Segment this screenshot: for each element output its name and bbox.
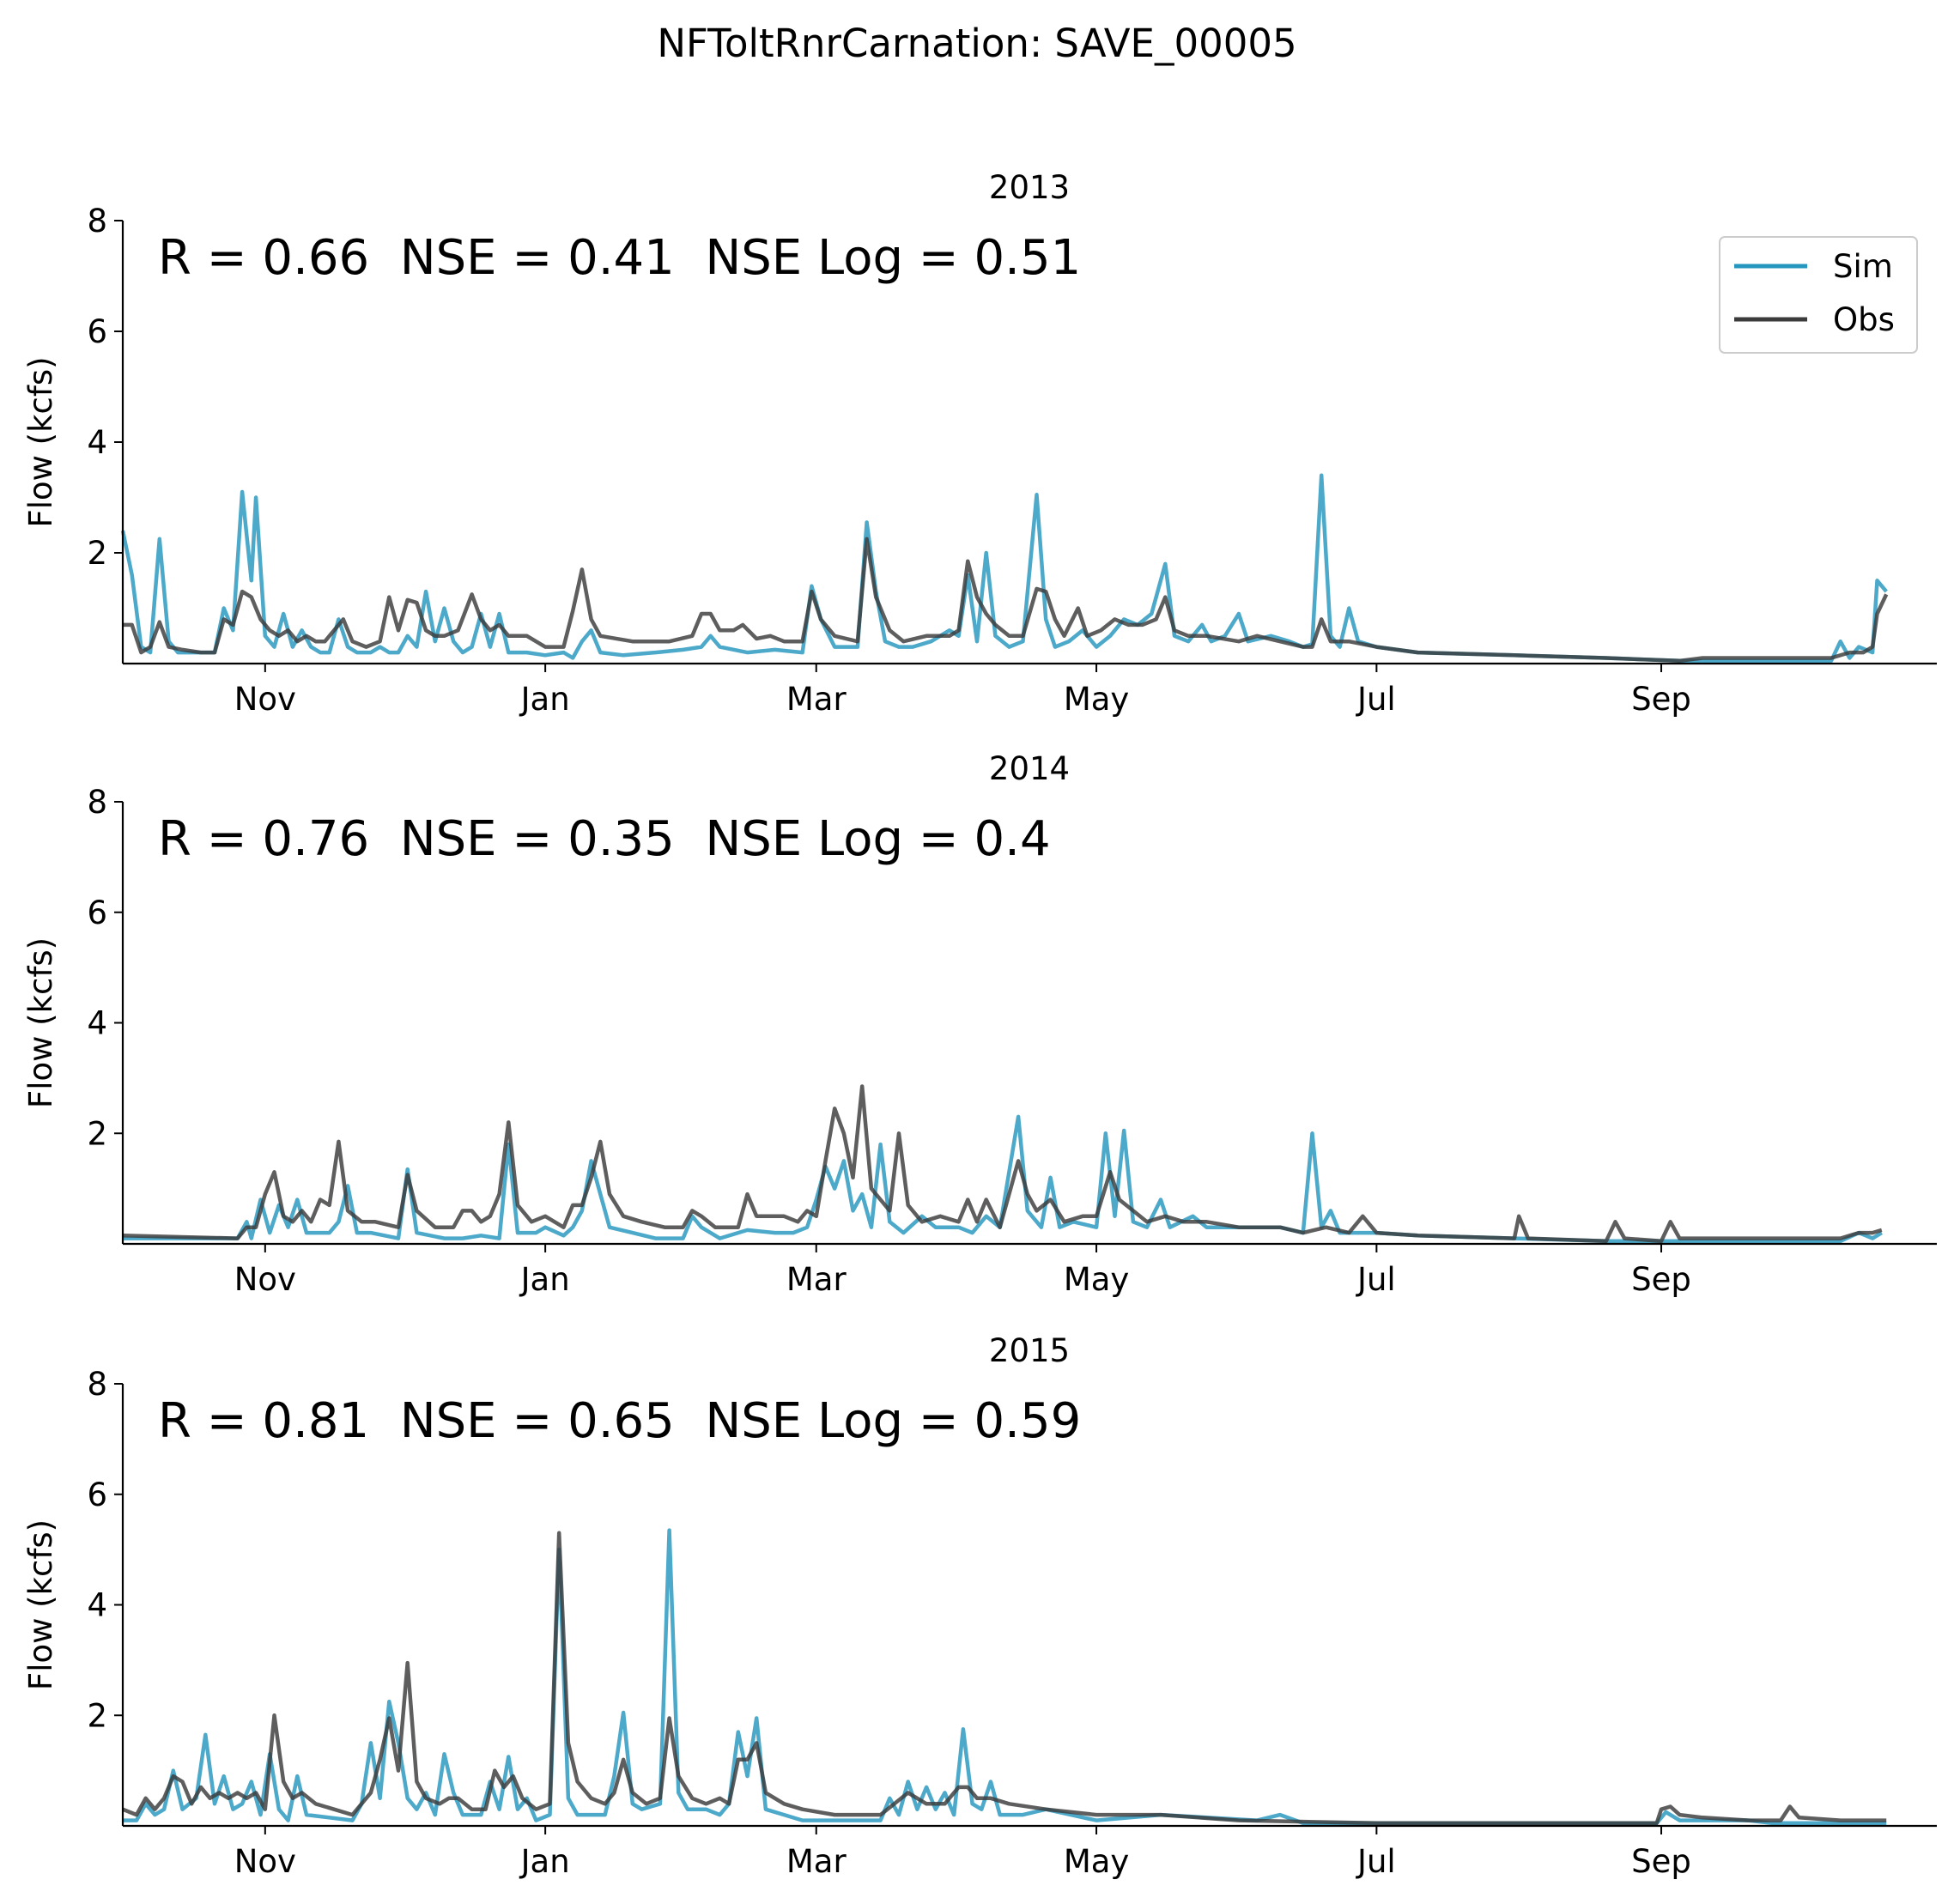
x-tick-label: Nov xyxy=(234,681,296,718)
x-tick-label: Sep xyxy=(1631,1843,1691,1880)
y-axis-label: Flow (kcfs) xyxy=(22,356,59,527)
stats-annotation: R = 0.66 NSE = 0.41 NSE Log = 0.51 xyxy=(158,230,1081,286)
series-line-obs xyxy=(123,537,1889,664)
panels: 2013 2 4 6 8 Nov Jan Mar May Jul Sep Flow (kcfs) R =… xyxy=(22,169,1937,1880)
series-line-sim xyxy=(123,1528,1887,1826)
panel-2015: 2015 2 4 6 8 Nov Jan Mar May Jul Sep Flow (kcfs) R =… xyxy=(22,1332,1937,1880)
x-tick-label: Sep xyxy=(1631,1261,1691,1298)
x-tick-label: Mar xyxy=(786,1261,847,1298)
y-axis-label: Flow (kcfs) xyxy=(22,1519,59,1690)
y-tick-label: 8 xyxy=(87,203,107,240)
y-tick-label: 4 xyxy=(87,1005,107,1042)
legend: Sim Obs xyxy=(1719,236,1918,354)
y-tick-label: 8 xyxy=(87,1366,107,1403)
y-tick-label: 2 xyxy=(87,1115,107,1152)
panel-2013: 2013 2 4 6 8 Nov Jan Mar May Jul Sep Flow (kcfs) R =… xyxy=(22,169,1937,718)
legend-label-obs: Obs xyxy=(1833,301,1895,338)
x-tick-label: May xyxy=(1064,1261,1130,1298)
series-line-obs xyxy=(122,1084,1883,1244)
y-axis-label: Flow (kcfs) xyxy=(22,937,59,1108)
figure-title: NFToltRnrCarnation: SAVE_00005 xyxy=(657,21,1296,66)
x-tick-label: Jul xyxy=(1356,681,1396,718)
x-tick-label: Mar xyxy=(786,681,847,718)
y-tick-label: 6 xyxy=(87,894,107,931)
x-tick-label: Mar xyxy=(786,1843,847,1880)
y-tick-label: 8 xyxy=(87,784,107,821)
y-tick-label: 4 xyxy=(87,1587,107,1624)
y-tick-label: 6 xyxy=(87,313,107,350)
legend-label-sim: Sim xyxy=(1833,248,1893,285)
x-tick-label: Nov xyxy=(234,1843,296,1880)
y-tick-label: 2 xyxy=(87,535,107,572)
x-tick-label: Jul xyxy=(1356,1843,1396,1880)
panel-2014: 2014 2 4 6 8 Nov Jan Mar May Jul Sep Flow (kcfs) R =… xyxy=(22,750,1937,1298)
stats-annotation: R = 0.81 NSE = 0.65 NSE Log = 0.59 xyxy=(158,1393,1081,1449)
x-tick-label: Jan xyxy=(519,681,570,718)
panel-title: 2013 xyxy=(989,169,1070,206)
panel-title: 2015 xyxy=(989,1332,1070,1369)
x-tick-label: Jan xyxy=(519,1843,570,1880)
y-tick-label: 4 xyxy=(87,424,107,461)
series-line-obs xyxy=(122,1531,1887,1826)
x-tick-label: Sep xyxy=(1631,681,1691,718)
x-tick-label: Nov xyxy=(234,1261,296,1298)
x-tick-label: Jan xyxy=(519,1261,570,1298)
x-tick-label: May xyxy=(1064,681,1130,718)
x-tick-label: Jul xyxy=(1356,1261,1396,1298)
x-tick-label: May xyxy=(1064,1843,1130,1880)
y-tick-label: 6 xyxy=(87,1477,107,1513)
y-tick-label: 2 xyxy=(87,1697,107,1734)
stats-annotation: R = 0.76 NSE = 0.35 NSE Log = 0.4 xyxy=(158,811,1051,867)
panel-title: 2014 xyxy=(989,750,1070,787)
